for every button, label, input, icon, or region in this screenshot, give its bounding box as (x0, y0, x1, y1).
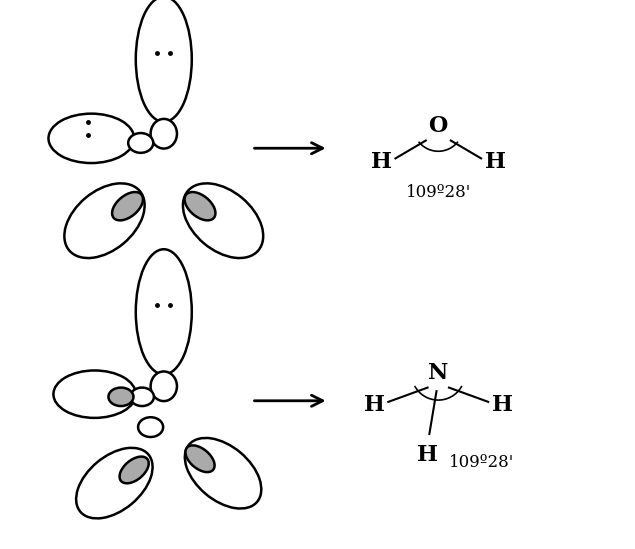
Ellipse shape (136, 0, 192, 122)
Text: 109º28': 109º28' (448, 454, 514, 471)
Text: H: H (485, 151, 506, 173)
Ellipse shape (185, 438, 262, 508)
Text: H: H (492, 394, 513, 417)
Ellipse shape (138, 417, 163, 437)
Ellipse shape (183, 183, 264, 258)
Ellipse shape (150, 372, 177, 401)
Ellipse shape (128, 133, 153, 153)
Ellipse shape (136, 249, 192, 374)
Text: H: H (371, 151, 392, 173)
Ellipse shape (76, 448, 152, 518)
Ellipse shape (109, 388, 133, 406)
Text: O: O (429, 115, 448, 137)
Ellipse shape (112, 192, 143, 220)
Ellipse shape (185, 192, 215, 220)
Ellipse shape (185, 445, 215, 472)
Text: 109º28': 109º28' (406, 184, 471, 201)
Text: N: N (428, 362, 448, 384)
Ellipse shape (48, 114, 134, 163)
Ellipse shape (119, 457, 149, 483)
Ellipse shape (64, 183, 145, 258)
Ellipse shape (53, 371, 136, 418)
Ellipse shape (130, 388, 154, 406)
Text: H: H (417, 444, 438, 467)
Ellipse shape (150, 119, 177, 149)
Text: H: H (364, 394, 385, 417)
